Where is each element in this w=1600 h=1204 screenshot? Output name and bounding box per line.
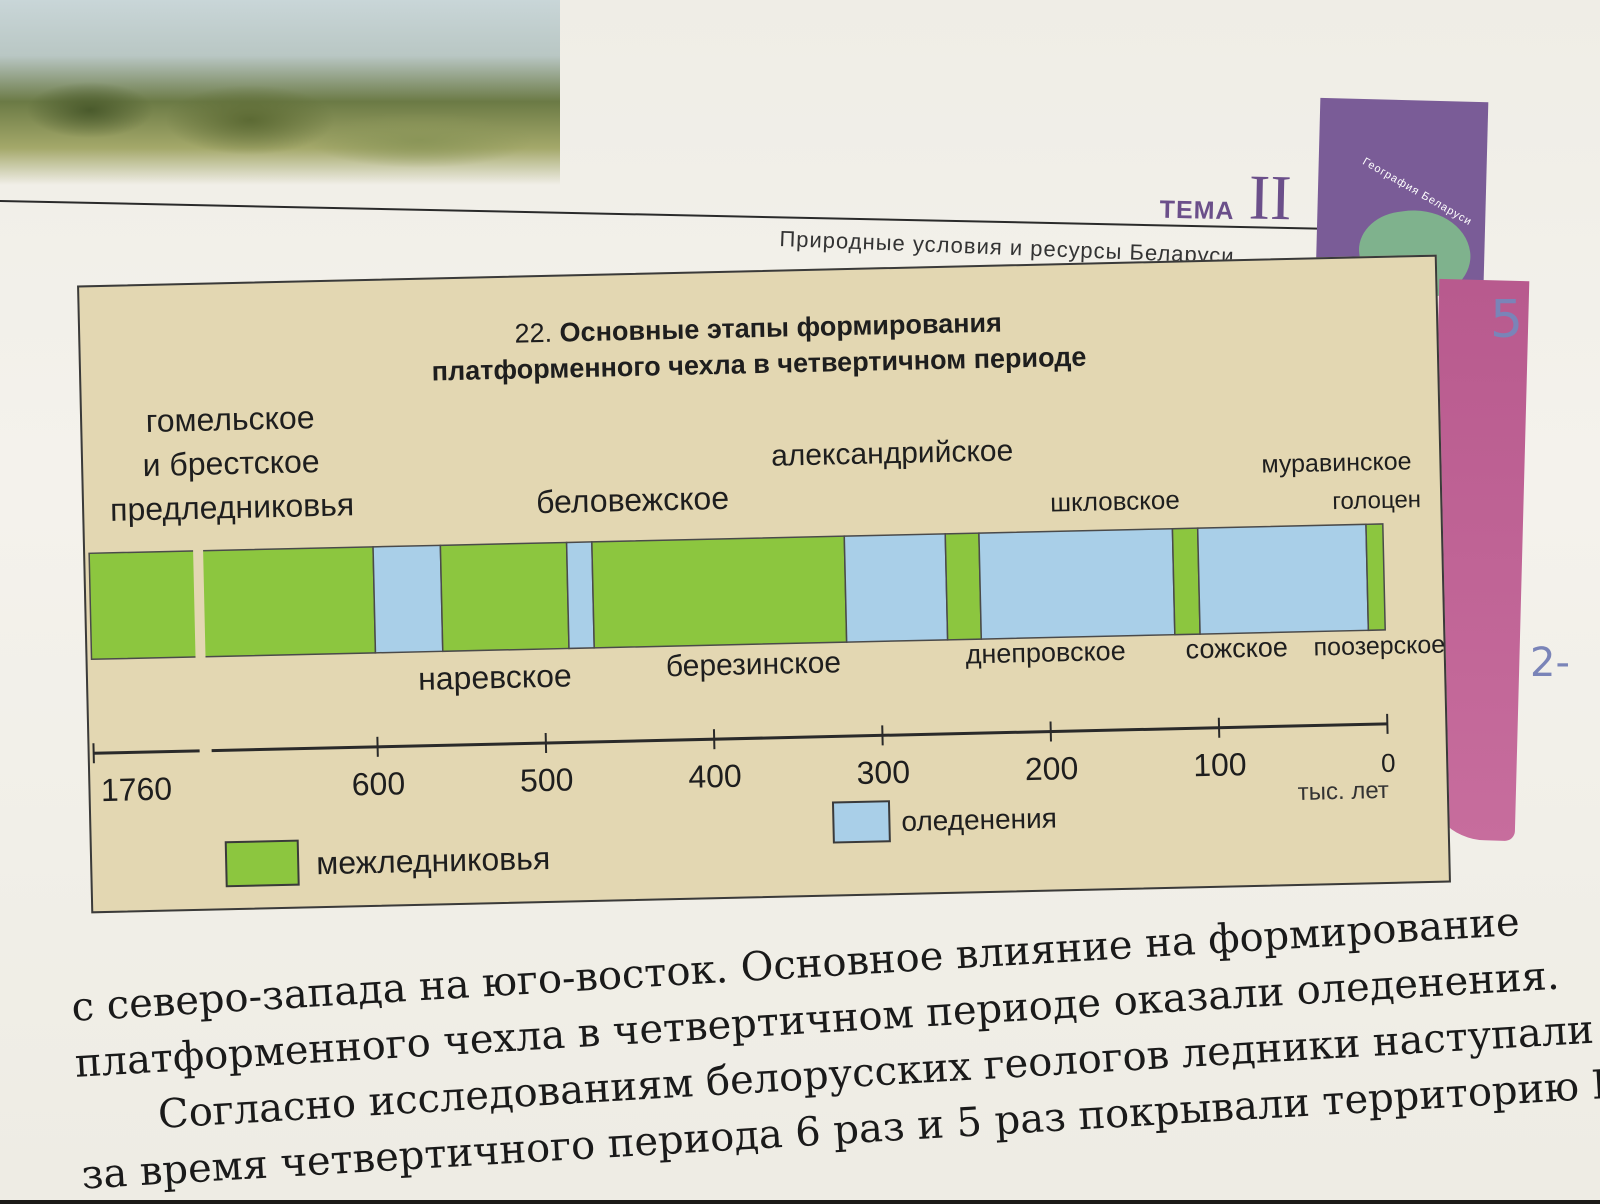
- tick-label: 200: [1024, 750, 1078, 787]
- period-bar: [945, 533, 981, 640]
- body-text: с северо-запада на юго-восток. Основное …: [70, 891, 1581, 1204]
- period-label: поозерское: [1313, 631, 1445, 662]
- tick-label: 600: [351, 765, 405, 802]
- period-bar: [567, 542, 595, 649]
- period-label: шкловское: [1050, 485, 1180, 518]
- period-label: днепровское: [965, 636, 1126, 670]
- legend-swatch: [226, 841, 299, 887]
- tick-label: 500: [520, 761, 574, 798]
- period-label: голоцен: [1332, 486, 1421, 515]
- margin-note: 2-: [1530, 640, 1570, 686]
- period-label: муравинское: [1261, 447, 1412, 478]
- period-bar: [89, 547, 375, 659]
- tick-label: 400: [688, 758, 742, 795]
- figure-22: 22. Основные этапы формирования платформ…: [77, 255, 1451, 914]
- legend-label: межледниковья: [316, 840, 551, 881]
- period-label: предледниковья: [110, 486, 355, 528]
- margin-note: 5: [1490, 290, 1523, 350]
- topic-header: ТЕМА II: [1159, 167, 1292, 228]
- tick-label: 300: [856, 754, 910, 791]
- period-label: сожское: [1185, 632, 1288, 664]
- period-label: и брестское: [142, 443, 320, 483]
- period-label: беловежское: [536, 480, 730, 520]
- tick-label: 100: [1193, 746, 1247, 783]
- axis-unit-label: тыс. лет: [1297, 777, 1389, 806]
- landscape-photo: [0, 0, 560, 185]
- axis-line: [94, 751, 200, 753]
- period-label: наревское: [418, 657, 572, 696]
- period-label: гомельское: [145, 399, 315, 439]
- tick-label: 0: [1381, 748, 1396, 778]
- period-bar: [592, 536, 847, 648]
- period-bar: [1366, 524, 1385, 630]
- header-rule: [0, 200, 1330, 230]
- legend-label: оледенения: [901, 802, 1057, 837]
- period-label: александрийское: [771, 434, 1014, 472]
- period-bar: [440, 542, 569, 651]
- topic-number: II: [1248, 168, 1292, 227]
- period-bar: [373, 545, 443, 653]
- topic-word: ТЕМА: [1159, 196, 1234, 227]
- period-bar: [1198, 524, 1369, 634]
- legend-swatch: [833, 801, 890, 842]
- period-bar: [979, 529, 1175, 639]
- period-bar: [844, 534, 947, 642]
- period-bar: [1172, 528, 1200, 635]
- tick-label: 1760: [101, 770, 173, 808]
- period-label: березинское: [665, 646, 841, 683]
